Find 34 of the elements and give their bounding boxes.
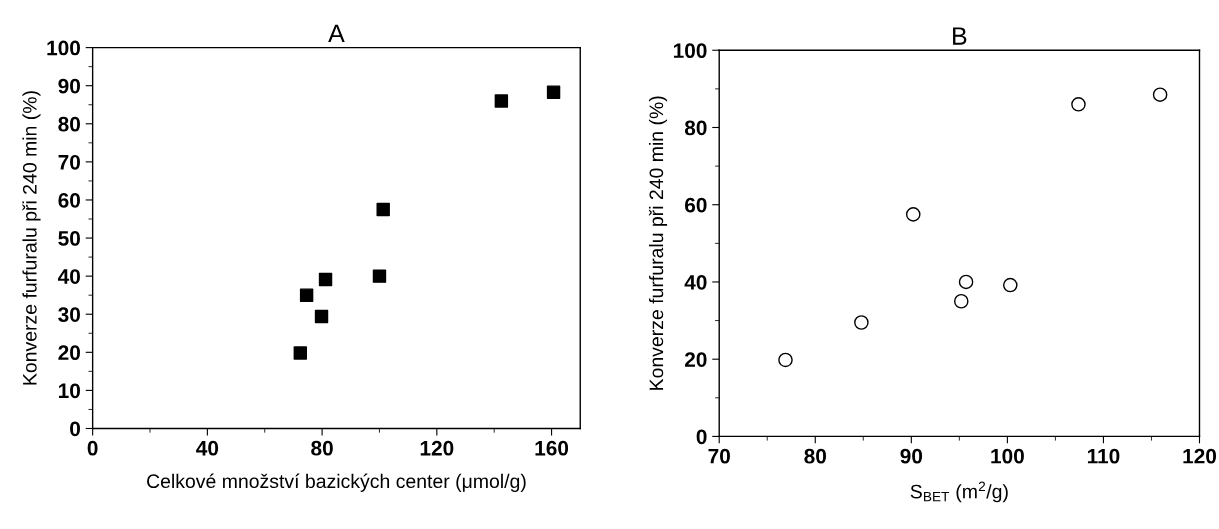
y-axis-title: Konverze furfuralu při 240 min (%): [22, 91, 41, 385]
y-tick-label: 20: [684, 352, 707, 367]
y-tick-label: 40: [57, 269, 80, 284]
chart-title: A: [328, 24, 345, 43]
x-tick-label: 120: [1183, 448, 1217, 464]
x-axis-title: Celkové množství bazických center (μmol/g): [147, 473, 526, 492]
y-tick-label: 40: [684, 274, 707, 290]
y-tick-label: 60: [58, 192, 80, 208]
x-tick-label: 100: [991, 448, 1024, 464]
y-tick-label: 0: [70, 421, 80, 437]
x-tick-label: 40: [196, 440, 219, 456]
chart-title: B: [953, 27, 967, 45]
y-tick-label: 60: [685, 197, 707, 213]
x-tick-label: 80: [804, 448, 826, 464]
y-tick-label: 80: [684, 120, 707, 136]
x-tick-label: 80: [311, 440, 333, 456]
y-tick-label: 10: [58, 383, 80, 399]
x-tick-label: 120: [420, 440, 454, 456]
y-tick-label: 100: [673, 43, 707, 59]
x-tick-label: 110: [1087, 448, 1120, 464]
y-tick-label: 50: [58, 231, 80, 246]
y-tick-label: 100: [47, 40, 80, 56]
x-axis-title: S$_{BET}$ (m$^{2}$/g): [910, 481, 1008, 503]
y-tick-label: 70: [58, 154, 80, 170]
y-tick-label: 90: [58, 78, 80, 94]
y-tick-label: 0: [696, 429, 707, 445]
y-tick-label: 20: [58, 345, 80, 361]
x-tick-label: 160: [535, 440, 569, 456]
y-tick-label: 30: [58, 307, 80, 323]
y-axis-title: Konverze furfuralu při 240 min (%): [648, 96, 668, 390]
y-tick-label: 80: [58, 116, 80, 132]
x-tick-label: 90: [900, 448, 923, 464]
x-tick-label: 0: [87, 440, 98, 456]
x-tick-label: 70: [708, 448, 730, 464]
